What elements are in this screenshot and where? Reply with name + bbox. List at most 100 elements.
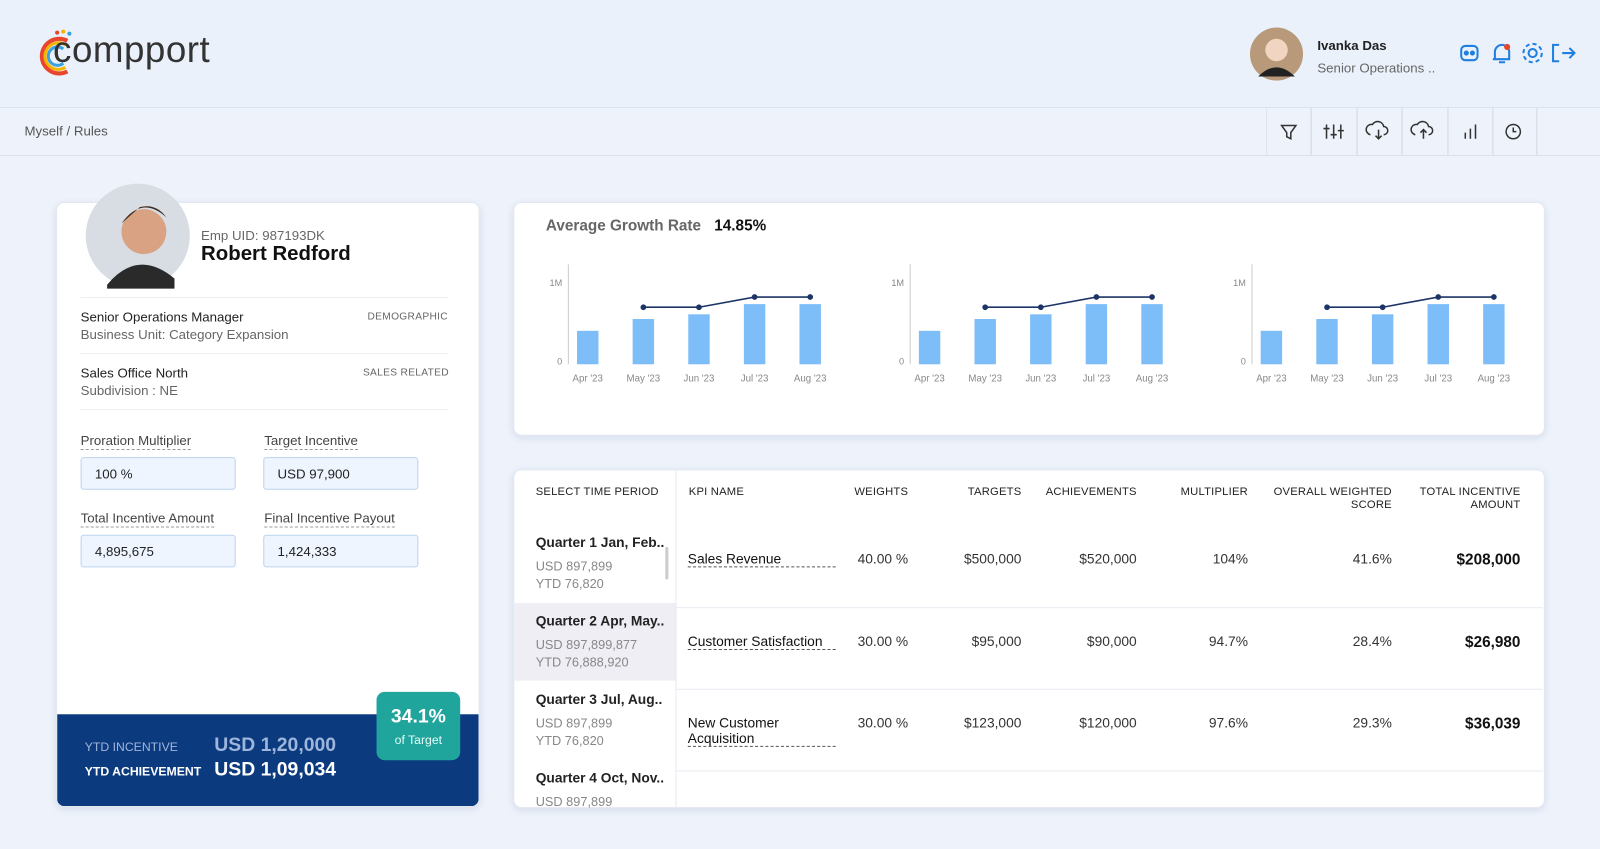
job-title: Senior Operations Manager [80, 309, 244, 325]
line-point [982, 304, 989, 311]
bar [1427, 304, 1449, 365]
logo-mark [39, 29, 72, 76]
period-title[interactable]: Quarter 2 Apr, May.. [535, 613, 665, 629]
user-role: Senior Operations .. [1317, 60, 1436, 76]
column-header: MULTIPLIER [1180, 485, 1248, 498]
kpi-cell: 30.00 % [857, 633, 909, 649]
kpi-cell: 28.4% [1352, 633, 1392, 649]
kpi-name[interactable]: Sales Revenue [687, 551, 836, 568]
total-incentive: $36,039 [1465, 715, 1521, 733]
period-selected [514, 603, 676, 681]
target-caption: of Target [394, 732, 443, 747]
line [985, 296, 1153, 309]
breadcrumb[interactable]: Myself / Rules [24, 123, 108, 139]
line-point [1491, 294, 1497, 300]
target-badge [376, 691, 461, 761]
header-icons[interactable] [1457, 41, 1579, 65]
divider [80, 353, 448, 355]
line-point [1324, 304, 1330, 311]
total-incentive: $26,980 [1465, 633, 1521, 651]
row-divider [676, 770, 1543, 772]
x-tick-label: Apr '23 [573, 374, 603, 385]
bar [632, 319, 655, 365]
y-tick-label: 0 [557, 357, 562, 367]
y-tick-label: 1M [549, 278, 562, 288]
period-title[interactable]: Quarter 1 Jan, Feb.. [535, 534, 665, 550]
bar [688, 314, 710, 365]
kpi-name[interactable]: New Customer Acquisition [687, 715, 836, 747]
target-pct: 34.1% [390, 706, 446, 728]
line-point [1037, 304, 1044, 311]
column-header: WEIGHTS [854, 485, 909, 498]
row-divider [676, 607, 1543, 609]
office: Sales Office North [80, 365, 189, 381]
kpi-cell: $120,000 [1079, 715, 1137, 731]
kpi-cell: 94.7% [1208, 633, 1248, 649]
period-ytd: YTD 76,820 [535, 576, 604, 591]
period-title[interactable]: Quarter 4 Oct, Nov.. [535, 770, 665, 786]
line-point [751, 294, 758, 300]
x-tick-label: Jun '23 [1025, 374, 1056, 385]
kpi-name[interactable]: Customer Satisfaction [687, 633, 836, 650]
bar [799, 304, 821, 365]
bar [1260, 330, 1283, 365]
line-point [1379, 304, 1386, 311]
field-label: Proration Multiplier [80, 433, 192, 450]
scrollbar [665, 546, 669, 580]
bar [743, 304, 766, 365]
ytd-incentive: USD 1,20,000 [214, 734, 337, 757]
x-tick-label: May '23 [968, 374, 1002, 385]
toolbar[interactable] [1266, 108, 1538, 156]
bar [974, 319, 996, 365]
column-header: OVERALL WEIGHTED SCORE [1273, 485, 1392, 512]
period-header: SELECT TIME PERIOD [535, 485, 659, 498]
ytd-incentive-label: YTD INCENTIVE [84, 739, 178, 755]
total-incentive: $208,000 [1456, 551, 1521, 569]
line [1327, 296, 1494, 309]
user-name: Ivanka Das [1317, 37, 1387, 54]
bar [1085, 304, 1108, 365]
bar [1030, 314, 1052, 365]
x-tick-label: Jun '23 [1367, 374, 1398, 385]
x-tick-label: Aug '23 [1478, 374, 1511, 385]
period-usd: USD 897,899 [535, 716, 613, 731]
period-title[interactable]: Quarter 3 Jul, Aug.. [535, 691, 663, 708]
row-divider [676, 688, 1543, 690]
tag: SALES RELATED [362, 367, 449, 379]
kpi-cell: 29.3% [1352, 715, 1392, 731]
kpi-cell: 30.00 % [857, 715, 909, 731]
field-input[interactable]: 100 % [80, 457, 236, 490]
period-usd: USD 897,899 [535, 559, 613, 574]
line [643, 296, 811, 309]
user-avatar[interactable] [1249, 27, 1304, 81]
kpi-cell: 104% [1212, 551, 1248, 567]
x-tick-label: May '23 [627, 374, 661, 385]
bar [1483, 304, 1505, 365]
bar [577, 330, 599, 365]
x-tick-label: Jul '23 [1424, 374, 1452, 385]
bar [1371, 314, 1394, 365]
bar [918, 330, 941, 365]
bar [1316, 319, 1338, 365]
growth-value: 14.85% [714, 217, 767, 235]
line-point [1093, 294, 1100, 300]
field-label: Total Incentive Amount [80, 510, 215, 528]
kpi-cell: $123,000 [963, 715, 1022, 731]
y-tick-label: 0 [1241, 357, 1246, 367]
period-usd: USD 897,899 [535, 794, 613, 810]
profile-photo [85, 183, 190, 289]
period-ytd: YTD 76,820 [535, 733, 604, 748]
x-tick-label: Jul '23 [1083, 374, 1111, 385]
field-input[interactable]: USD 97,900 [263, 457, 419, 490]
bar [1141, 304, 1163, 365]
period-usd: USD 897,899,877 [535, 637, 638, 653]
kpi-cell: $95,000 [971, 633, 1022, 649]
field-input[interactable]: 4,895,675 [80, 534, 236, 568]
growth-title: Average Growth Rate [545, 217, 702, 235]
field-label: Final Incentive Payout [264, 510, 395, 528]
field-input[interactable]: 1,424,333 [263, 534, 419, 568]
period-ytd: YTD 76,888,920 [535, 655, 629, 670]
